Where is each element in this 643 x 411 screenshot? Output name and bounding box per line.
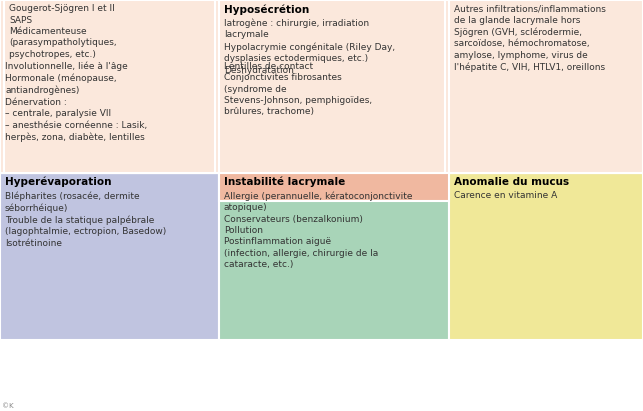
Text: Involutionnelle, liée à l'âge
Hormonale (ménopause,
antiandrogènes)
Dénervation : Involutionnelle, liée à l'âge Hormonale … [5, 62, 147, 142]
Text: Lentilles de contact
Conjonctivites fibrosantes
(syndrome de
Stevens-Johnson, pe: Lentilles de contact Conjonctivites fibr… [224, 62, 372, 116]
Bar [0, 173, 219, 340]
Bar [449, 58, 643, 173]
Text: Instabilité lacrymale: Instabilité lacrymale [224, 177, 345, 187]
Text: Hyposécrétion: Hyposécrétion [224, 4, 309, 15]
Bar [0, 58, 219, 173]
Bar [219, 173, 449, 340]
Text: Hyperévaporation: Hyperévaporation [5, 177, 111, 187]
Text: Anomalie du mucus: Anomalie du mucus [455, 177, 570, 187]
Text: Carence en vitamine A: Carence en vitamine A [455, 191, 557, 200]
Text: Gougerot-Sjögren I et II
SAPS
Médicamenteuse
(parasympatholytiques,
psychotropes: Gougerot-Sjögren I et II SAPS Médicament… [9, 4, 116, 59]
Text: Allergie (perannuelle, kératoconjonctivite
atopique)
Conservateurs (benzalkonium: Allergie (perannuelle, kératoconjonctivi… [224, 191, 412, 269]
Text: Blépharites (rosacée, dermite
séborrhéique)
Trouble de la statique palpébrale
(l: Blépharites (rosacée, dermite séborrhéiq… [5, 191, 167, 248]
Text: Iatrogène : chirurgie, irradiation
lacrymale
Hypolacrymie congénitale (Riley Day: Iatrogène : chirurgie, irradiation lacry… [224, 18, 395, 75]
Text: Autres infiltrations/inflammations
de la glande lacrymale hors
Sjögren (GVH, scl: Autres infiltrations/inflammations de la… [455, 4, 606, 72]
Text: ©K: ©K [2, 403, 14, 409]
Bar [219, 0, 446, 173]
Bar [4, 0, 215, 173]
Bar [449, 173, 643, 340]
Bar [449, 0, 643, 173]
Bar [219, 58, 449, 201]
Bar [0, 0, 643, 173]
